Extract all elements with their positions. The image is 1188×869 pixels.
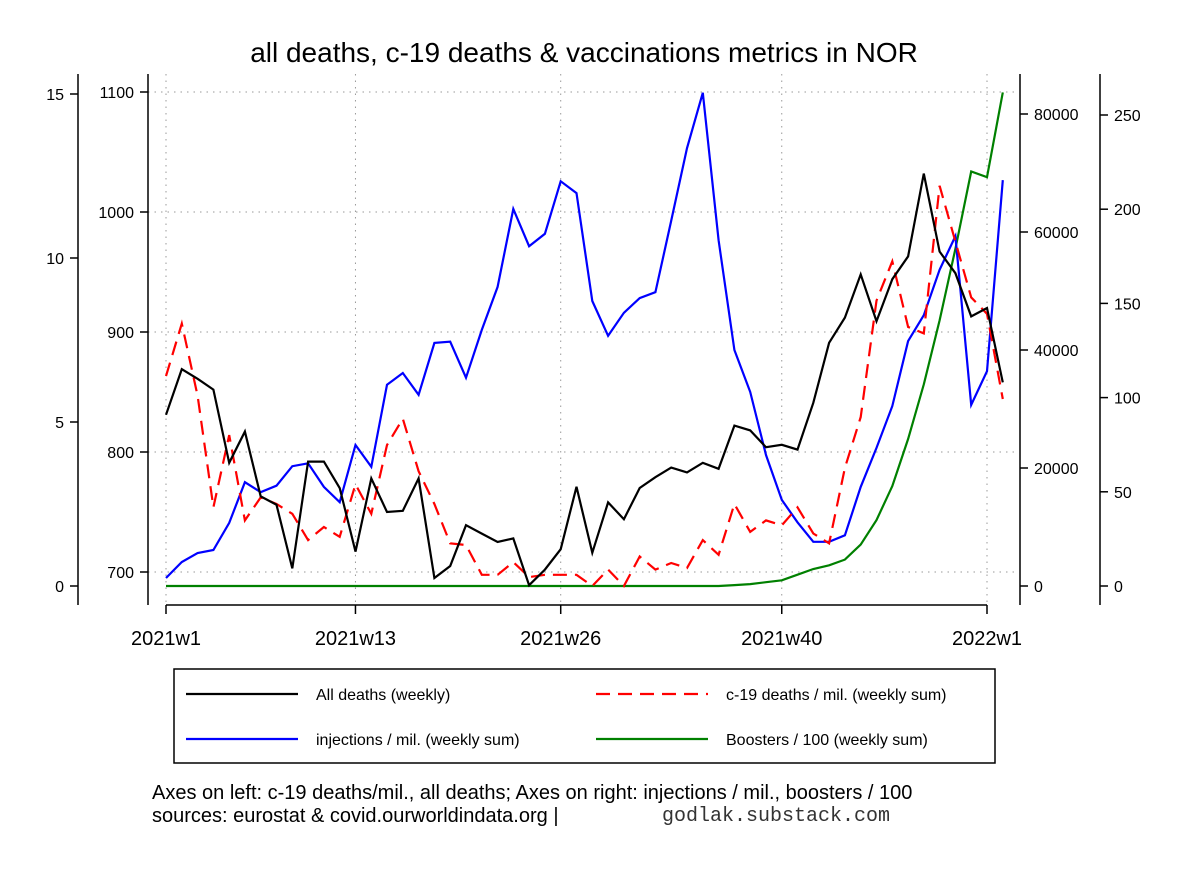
injections-axis-tick-label: 60000 (1034, 225, 1079, 242)
x-tick-label: 2021w1 (131, 628, 201, 650)
grid (148, 74, 1018, 605)
legend: All deaths (weekly) c-19 deaths / mil. (w… (174, 669, 995, 763)
c19-axis-tick-label: 0 (55, 579, 64, 596)
x-tick-label: 2022w1 (952, 628, 1022, 650)
c19-axis-tick-label: 15 (46, 87, 64, 104)
x-tick-label: 2021w13 (315, 628, 396, 650)
deaths-axis-tick-label: 800 (107, 445, 134, 462)
legend-label: injections / mil. (weekly sum) (316, 732, 520, 749)
injections-axis-tick-label: 40000 (1034, 343, 1079, 360)
legend-label: All deaths (weekly) (316, 687, 450, 704)
boosters-axis-tick-label: 250 (1114, 108, 1141, 125)
boosters-axis-tick-label: 100 (1114, 391, 1141, 408)
footer-line2: sources: eurostat & covid.ourworldindata… (152, 805, 559, 827)
injections-axis-tick-label: 80000 (1034, 107, 1079, 124)
injections-axis-tick-label: 20000 (1034, 461, 1079, 478)
footer-line1: Axes on left: c-19 deaths/mil., all deat… (152, 782, 912, 804)
x-tick-label: 2021w26 (520, 628, 601, 650)
legend-label: c-19 deaths / mil. (weekly sum) (726, 687, 947, 704)
series-lines (166, 92, 1003, 586)
boosters-axis-tick-label: 50 (1114, 485, 1132, 502)
footer-credit: godlak.substack.com (662, 805, 890, 828)
series-line-2 (166, 93, 1003, 578)
boosters-axis-tick-label: 150 (1114, 296, 1141, 313)
deaths-axis-tick-label: 900 (107, 325, 134, 342)
deaths-axis-tick-label: 700 (107, 565, 134, 582)
c19-axis-tick-label: 5 (55, 415, 64, 432)
injections-axis-tick-label: 0 (1034, 579, 1043, 596)
boosters-axis-tick-label: 200 (1114, 202, 1141, 219)
chart-title: all deaths, c-19 deaths & vaccinations m… (250, 37, 918, 68)
axes: 0510157008009001000110002000040000600008… (46, 74, 1141, 650)
x-tick-label: 2021w40 (741, 628, 822, 650)
series-line-0 (166, 174, 1003, 586)
deaths-axis-tick-label: 1100 (100, 85, 135, 102)
deaths-axis-tick-label: 1000 (98, 205, 134, 222)
c19-axis-tick-label: 10 (46, 251, 64, 268)
boosters-axis-tick-label: 0 (1114, 579, 1123, 596)
legend-label: Boosters / 100 (weekly sum) (726, 732, 928, 749)
series-line-3 (166, 92, 1003, 586)
